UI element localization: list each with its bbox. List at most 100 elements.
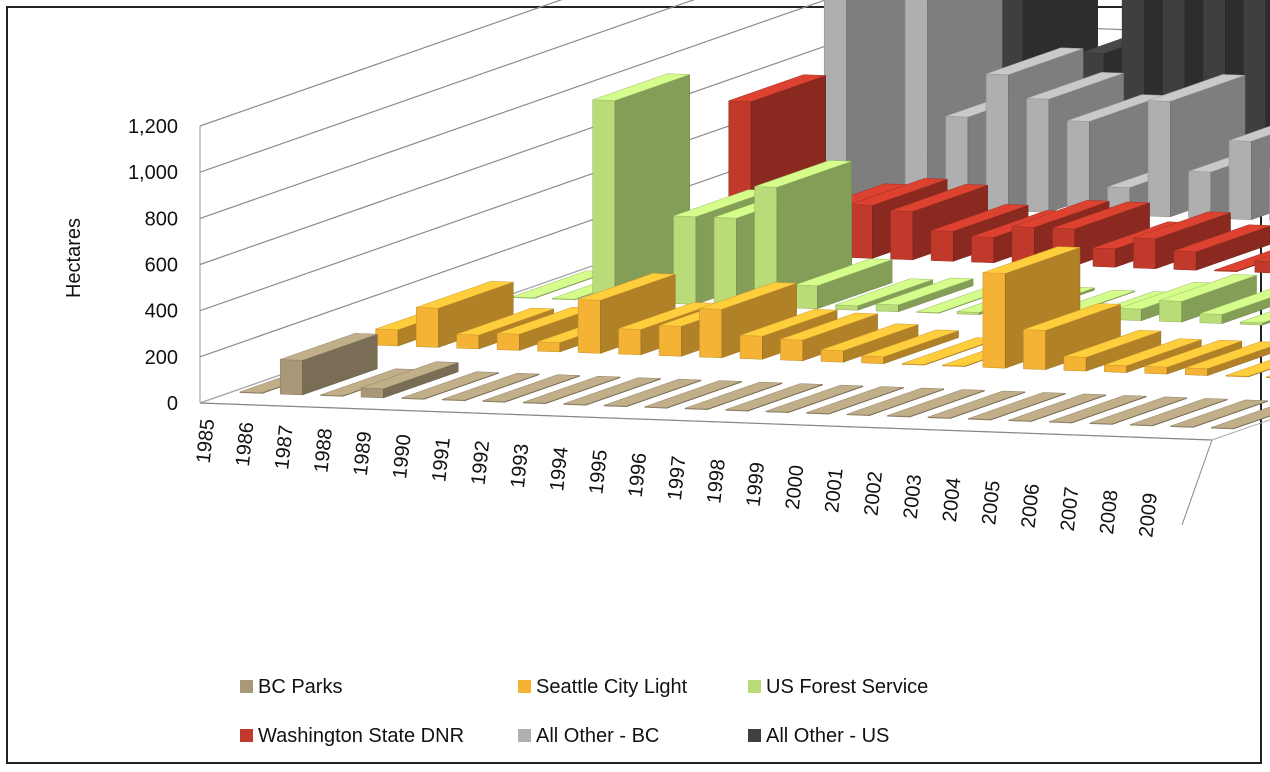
legend-swatch (518, 729, 531, 742)
y-tick-label: 0 (167, 393, 178, 415)
legend-swatch (240, 680, 253, 693)
bar (563, 377, 661, 406)
x-tick-label: 2001 (821, 467, 848, 514)
bar (875, 277, 974, 313)
gridline (199, 0, 960, 266)
bar (806, 386, 904, 415)
bar (861, 329, 959, 365)
legend-swatch (240, 729, 253, 742)
bar (1243, 0, 1270, 169)
legend-item: US Forest Service (748, 676, 928, 698)
legend: BC Parks Seattle City Light US Forest Serv… (240, 676, 928, 747)
x-tick-label: 2003 (900, 473, 927, 520)
bar (820, 323, 919, 363)
legend-label: All Other - US (766, 725, 889, 747)
legend-swatch (748, 729, 761, 742)
y-tick-label: 600 (145, 255, 178, 277)
legend-label: Seattle City Light (536, 676, 688, 698)
y-tick-label: 800 (145, 208, 178, 230)
bar (754, 160, 852, 308)
bar (1199, 288, 1270, 324)
bar (1210, 406, 1270, 430)
legend-label: BC Parks (258, 676, 342, 698)
bar (1089, 396, 1188, 425)
legend-item: All Other - US (748, 725, 889, 747)
bar (846, 387, 945, 417)
x-tick-label: 1993 (507, 443, 534, 490)
gridline (199, 0, 695, 173)
legend-swatch (748, 680, 761, 693)
x-tick-label: 1989 (350, 430, 377, 477)
x-tick-label: 1991 (428, 436, 455, 483)
x-tick-label: 2006 (1018, 483, 1045, 530)
x-tick-label: 2000 (782, 464, 809, 511)
legend-item: All Other - BC (518, 725, 659, 747)
x-tick-label: 1998 (703, 458, 730, 505)
x-tick-labels: 1985 1986 1987 1988 1989 1990 1991 1992 1993 1994… (193, 418, 1162, 539)
bar (279, 333, 378, 396)
x-tick-label: 1985 (193, 418, 220, 465)
bar (1170, 399, 1269, 428)
x-tick-label: 1987 (271, 424, 298, 471)
bar (765, 384, 864, 414)
bar (835, 278, 933, 311)
bar (1173, 224, 1270, 271)
bar (1159, 274, 1257, 323)
bar (1130, 398, 1228, 427)
bar (603, 378, 702, 408)
bar (511, 270, 610, 299)
bar (1008, 393, 1107, 422)
bar (644, 380, 742, 409)
legend-label: All Other - BC (536, 725, 659, 747)
legend-item: Washington State DNR (240, 725, 464, 747)
bar (1144, 339, 1243, 375)
bar (1023, 303, 1121, 370)
x-tick-label: 2005 (978, 479, 1005, 526)
bar (441, 372, 540, 402)
y-axis-label: Hectares (63, 218, 85, 298)
x-tick-label: 1992 (468, 440, 495, 487)
x-tick-label: 1996 (625, 452, 652, 499)
bar (1049, 395, 1147, 424)
bar (823, 0, 922, 206)
bar (360, 361, 459, 399)
bar (725, 383, 823, 412)
bar (1185, 341, 1270, 376)
x-tick-label: 2007 (1057, 486, 1084, 533)
bar (592, 73, 690, 302)
legend-label: US Forest Service (766, 676, 928, 698)
x-tick-label: 1997 (664, 455, 691, 502)
y-tick-label: 1,000 (128, 162, 178, 184)
bar (415, 281, 514, 348)
bar (887, 389, 985, 418)
bar (1228, 125, 1270, 221)
bar (1266, 375, 1270, 379)
bar (1240, 311, 1270, 326)
bar (482, 374, 580, 403)
x-tick-label: 2002 (860, 470, 887, 517)
legend-item: Seattle City Light (518, 676, 688, 698)
gridline (199, 0, 563, 127)
x-tick-label: 1990 (389, 433, 416, 480)
x-tick-label: 2004 (939, 477, 966, 524)
bar (1225, 359, 1270, 378)
legend-swatch (518, 680, 531, 693)
bar (794, 258, 893, 310)
bar (522, 375, 621, 405)
gridline (199, 0, 828, 219)
x-tick-label: 2009 (1135, 492, 1162, 539)
bar (968, 392, 1066, 421)
x-tick-label: 2008 (1096, 489, 1123, 536)
y-tick-label: 400 (145, 301, 178, 323)
bar (927, 390, 1026, 419)
bar (1104, 338, 1202, 373)
bar (1254, 255, 1270, 274)
y-tick-label: 1,200 (128, 116, 178, 138)
bar (684, 381, 783, 411)
x-tick-label: 1995 (585, 449, 612, 496)
x-tick-label: 1988 (311, 427, 338, 474)
x-tick-label: 1999 (743, 461, 770, 508)
bar (401, 371, 499, 400)
y-tick-labels: 0 200 400 600 800 1,000 1,200 (128, 116, 178, 415)
